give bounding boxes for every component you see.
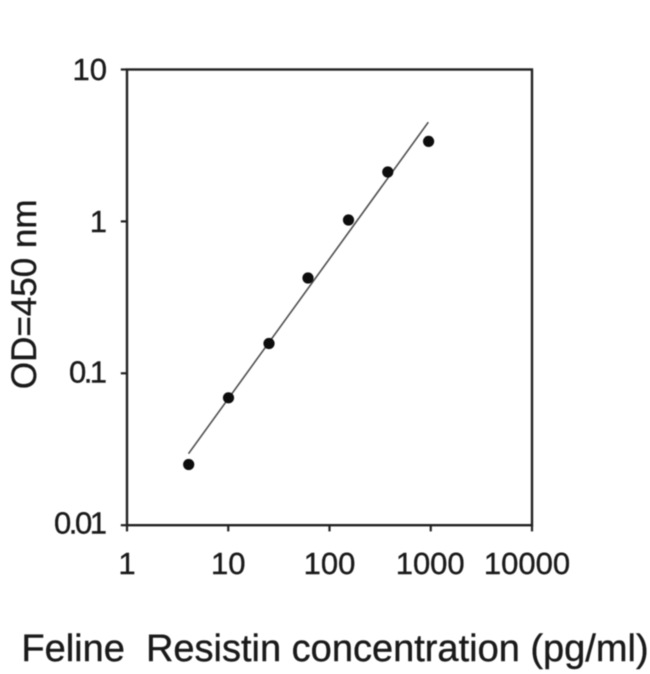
svg-text:OD=450 nm: OD=450 nm — [5, 199, 44, 389]
svg-text:0.01: 0.01 — [54, 506, 107, 541]
svg-text:100: 100 — [304, 546, 356, 581]
svg-text:1: 1 — [118, 546, 135, 581]
svg-text:10: 10 — [211, 546, 245, 581]
svg-text:1: 1 — [90, 204, 107, 239]
svg-text:1000: 1000 — [396, 546, 465, 581]
svg-text:0.1: 0.1 — [69, 354, 107, 389]
svg-text:Feline Resistin concentration: Feline Resistin concentration (pg/ml) — [21, 628, 648, 670]
svg-text:10000: 10000 — [484, 546, 570, 581]
svg-text:10: 10 — [73, 52, 107, 87]
